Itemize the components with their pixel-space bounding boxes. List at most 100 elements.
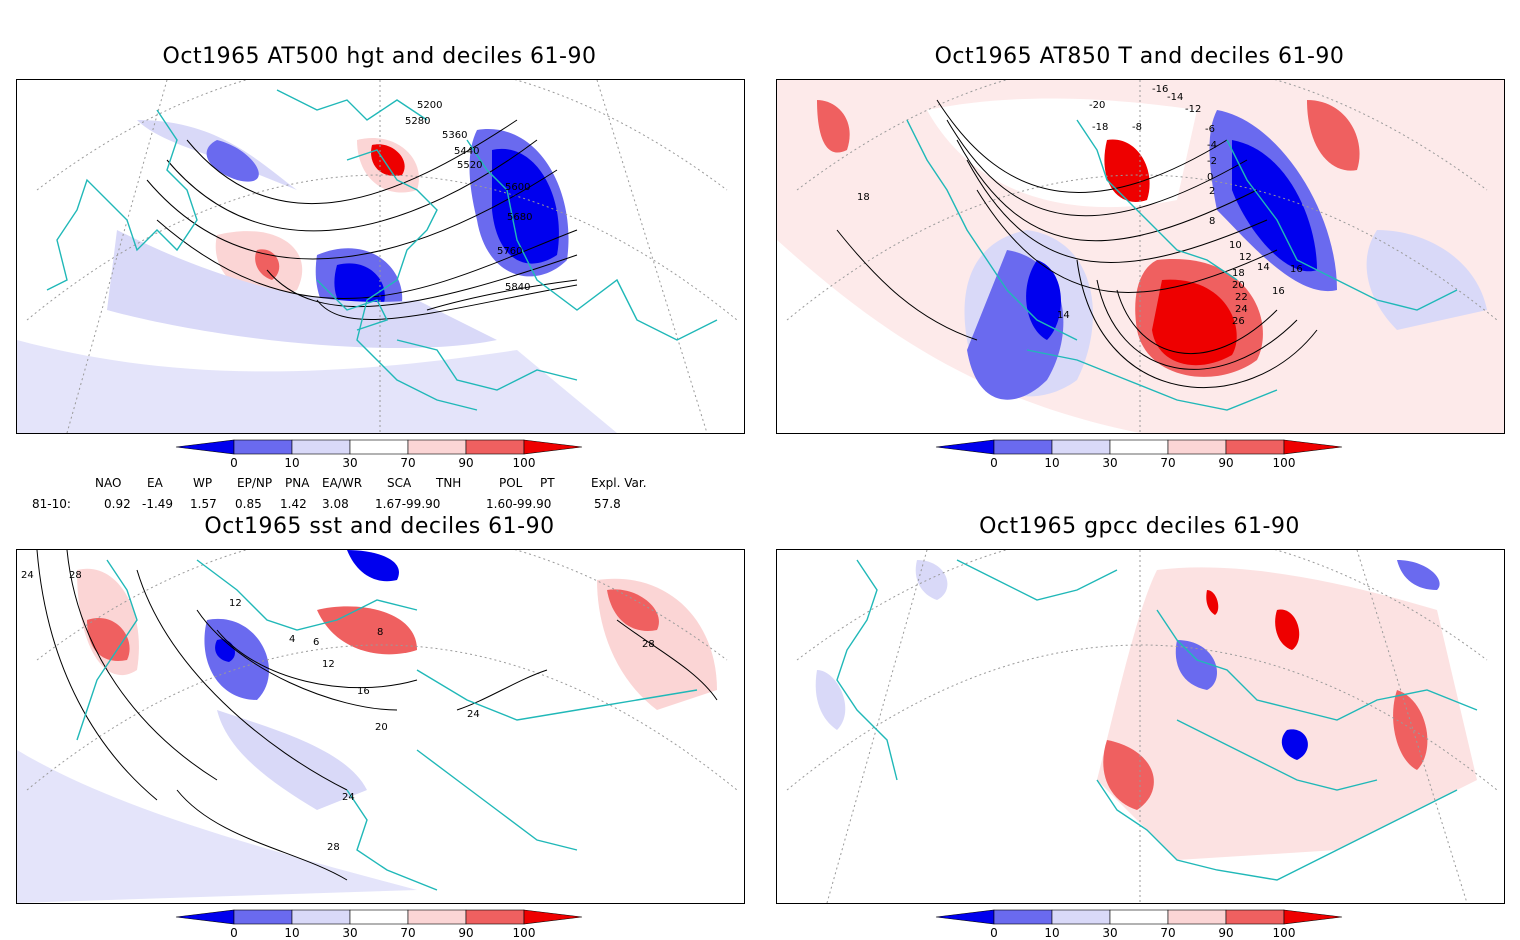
contour-label: 5760: [497, 246, 522, 257]
colorbar-svg: 0 10 30 70 90 100: [175, 439, 583, 470]
contour-label: 8: [1209, 216, 1215, 227]
colorbar-tick-label: 0: [230, 926, 238, 940]
colorbar-svg: 0 10 30 70 90 100: [175, 909, 583, 940]
colorbar-tick-label: 100: [1273, 926, 1296, 940]
indices-header-row: NAO EA WP EP/NP PNA EA/WR SCA TNH POL PT…: [0, 476, 760, 492]
contour-label: 5440: [454, 146, 479, 157]
map-sst: 24 28 12 4 6 8 12 16 20 24 28 24 28: [17, 550, 744, 903]
colorbar-segment: [1283, 909, 1343, 925]
colorbar-tick-label: 90: [1218, 456, 1233, 470]
contour-label: -6: [1205, 124, 1215, 135]
colorbar-tick-label: 100: [513, 926, 536, 940]
colorbar-segment: [407, 439, 467, 455]
colorbar-segment: [1225, 909, 1285, 925]
colorbar-segment: [1167, 909, 1227, 925]
colorbar-segment: [1283, 439, 1343, 455]
colorbar-tick-label: 90: [458, 456, 473, 470]
colorbar-segment: [935, 909, 995, 925]
contour-label: 22: [1235, 292, 1248, 303]
colorbar-tick-label: 30: [1102, 926, 1117, 940]
colorbar-tick-label: 10: [1044, 456, 1059, 470]
contour-label: 28: [327, 842, 340, 853]
panel-title-sst: Oct1965 sst and deciles 61-90: [204, 514, 555, 539]
colorbar-segment: [291, 439, 351, 455]
index-value: 1.60-99.90: [486, 497, 552, 511]
colorbar-tick-label: 70: [1160, 926, 1175, 940]
colorbar-segment: [1109, 439, 1169, 455]
colorbar-tick-label: 30: [1102, 456, 1117, 470]
contour-label: 4: [289, 634, 295, 645]
contour-label: 5520: [457, 160, 482, 171]
map-panel-t850: -16 -14 -20 -12 -18 -8 -6 -4 -2 0 2 8 10…: [776, 79, 1505, 434]
index-header: EP/NP: [237, 476, 273, 490]
map-panel-hgt: 5200 5280 5360 5440 5520 5600 5680 5760 …: [16, 79, 745, 434]
colorbar-tick-label: 100: [513, 456, 536, 470]
colorbar-segment: [233, 439, 293, 455]
contour-label: -8: [1132, 122, 1142, 133]
contour-label: 24: [342, 792, 355, 803]
colorbar-tick-label: 90: [458, 926, 473, 940]
contour-label: 5280: [405, 116, 430, 127]
index-value: 1.42: [280, 497, 307, 511]
contour-label: 18: [857, 192, 870, 203]
colorbar-segment: [233, 909, 293, 925]
contour-label: -18: [1092, 122, 1108, 133]
contour-label: 0: [1207, 172, 1213, 183]
colorbar-t850: 0 10 30 70 90 100: [935, 439, 1344, 470]
colorbar-segment: [523, 439, 583, 455]
colorbar-segment: [935, 439, 995, 455]
index-header: Expl. Var.: [591, 476, 647, 490]
colorbar-tick-label: 10: [284, 926, 299, 940]
contour-label: 16: [357, 686, 370, 697]
colorbar-segment: [349, 909, 409, 925]
contour-label: -2: [1207, 156, 1217, 167]
map-hgt: 5200 5280 5360 5440 5520 5600 5680 5760 …: [17, 80, 744, 433]
index-header: POL: [499, 476, 523, 490]
index-value: -1.49: [142, 497, 174, 511]
colorbar-segment: [1225, 439, 1285, 455]
colorbar-svg: 0 10 30 70 90 100: [935, 439, 1343, 470]
contour-label: -14: [1167, 92, 1183, 103]
map-gpcc: [777, 550, 1504, 903]
index-header: NAO: [95, 476, 122, 490]
index-value: 57.8: [594, 497, 621, 511]
colorbar-tick-label: 0: [990, 926, 998, 940]
colorbar-hgt: 0 10 30 70 90 100: [175, 439, 584, 470]
colorbar-segment: [1051, 909, 1111, 925]
colorbar-segment: [175, 909, 235, 925]
colorbar-tick-label: 70: [1160, 456, 1175, 470]
index-value: 0.85: [235, 497, 262, 511]
contour-label: 8: [377, 627, 383, 638]
colorbar-tick-label: 30: [342, 456, 357, 470]
contour-label: 24: [467, 709, 480, 720]
contour-label: 24: [21, 570, 34, 581]
map-t850: -16 -14 -20 -12 -18 -8 -6 -4 -2 0 2 8 10…: [777, 80, 1504, 433]
colorbar-segment: [291, 909, 351, 925]
contour-label: -4: [1207, 140, 1217, 151]
panel-title-hgt: Oct1965 AT500 hgt and deciles 61-90: [162, 44, 597, 69]
colorbar-gpcc: 0 10 30 70 90 100: [935, 909, 1344, 940]
index-header: PT: [540, 476, 555, 490]
colorbar-tick-label: 10: [1044, 926, 1059, 940]
contour-label: 5200: [417, 100, 442, 111]
colorbar-segment: [349, 439, 409, 455]
index-header: EA: [147, 476, 163, 490]
contour-label: -20: [1089, 100, 1105, 111]
index-header: TNH: [436, 476, 462, 490]
contour-label: 5680: [507, 212, 532, 223]
contour-label: 14: [1257, 262, 1270, 273]
map-panel-gpcc: [776, 549, 1505, 904]
contour-label: 5840: [505, 282, 530, 293]
colorbar-tick-label: 10: [284, 456, 299, 470]
colorbar-segment: [1109, 909, 1169, 925]
colorbar-tick-label: 90: [1218, 926, 1233, 940]
colorbar-tick-label: 70: [400, 926, 415, 940]
colorbar-segment: [1051, 439, 1111, 455]
colorbar-segment: [175, 439, 235, 455]
colorbar-tick-label: 70: [400, 456, 415, 470]
panel-title-gpcc: Oct1965 gpcc deciles 61-90: [979, 514, 1300, 539]
index-header: WP: [193, 476, 213, 490]
contour-label: -12: [1185, 104, 1201, 115]
colorbar-segment: [993, 439, 1053, 455]
index-header: SCA: [387, 476, 412, 490]
